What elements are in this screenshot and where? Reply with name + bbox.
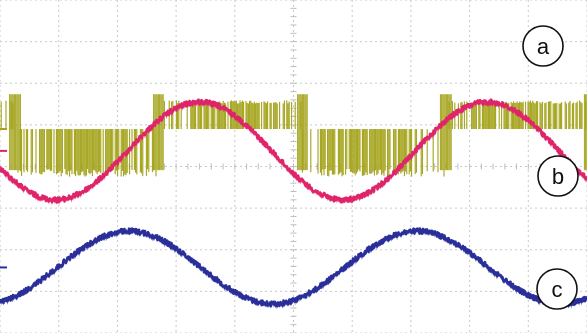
trace-a bbox=[0, 94, 587, 177]
label-c-text: c bbox=[552, 277, 563, 302]
label-c-callout: c bbox=[536, 268, 578, 310]
label-a-callout: a bbox=[522, 25, 564, 67]
label-b-text: b bbox=[552, 164, 564, 189]
label-b-callout: b bbox=[537, 155, 579, 197]
trace-b bbox=[0, 98, 587, 206]
label-a-text: a bbox=[537, 34, 550, 59]
trace-c bbox=[0, 227, 587, 309]
trace-c-line-shadow bbox=[0, 228, 587, 309]
trace-labels: a b c bbox=[522, 25, 579, 310]
trace-b-line-shadow bbox=[0, 99, 587, 206]
traces bbox=[0, 94, 587, 309]
channel-markers bbox=[0, 128, 7, 269]
